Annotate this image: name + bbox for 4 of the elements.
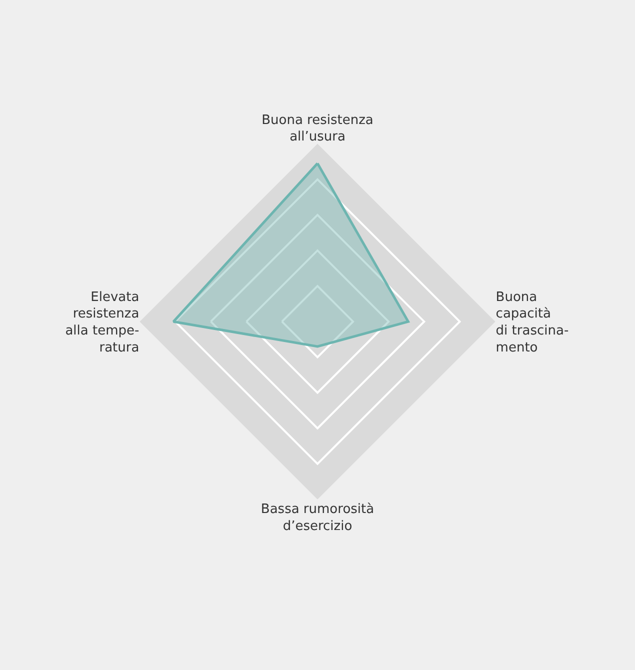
spoke-label: Elevata resistenza alla tempe- ratura [65, 290, 140, 356]
spoke-label: Buona resistenza all’usura [262, 112, 374, 145]
spoke-label: Bassa rumorosità d’esercizio [260, 502, 374, 534]
spoke-label: Buona capacità di trascina- mento [496, 290, 569, 356]
